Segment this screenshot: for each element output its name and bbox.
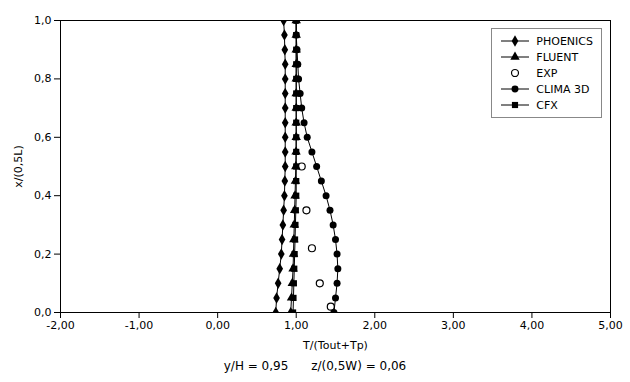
svg-text:1,00: 1,00 [284,319,309,332]
svg-text:0,6: 0,6 [34,131,52,144]
svg-text:3,00: 3,00 [441,319,466,332]
svg-text:1,0: 1,0 [34,14,52,27]
svg-text:0,00: 0,00 [205,319,230,332]
svg-text:x/(0,5L): x/(0,5L) [12,145,25,187]
html-text:EXP: EXP [536,66,558,80]
html-text:FLUENT: FLUENT [536,50,579,64]
svg-text:-2,00: -2,00 [46,319,74,332]
svg-text:0,0: 0,0 [34,306,52,319]
html-text:y/H = 0,95 z/(0,5W) = 0,06: y/H = 0,95 z/(0,5W) = 0,06 [223,359,407,373]
html-text:CFX: CFX [536,98,558,112]
svg-text:2,00: 2,00 [363,319,388,332]
svg-text:0,8: 0,8 [34,72,52,85]
html-text:PHOENICS: PHOENICS [536,34,593,48]
svg-text:0,4: 0,4 [34,189,52,202]
svg-text:-1,00: -1,00 [125,319,153,332]
svg-text:0,2: 0,2 [34,248,52,261]
html-text:CLIMA 3D: CLIMA 3D [536,82,590,96]
svg-text:4,00: 4,00 [520,319,545,332]
svg-text:5,00: 5,00 [598,319,623,332]
svg-text:T/(Tout+Tp): T/(Tout+Tp) [302,339,368,352]
